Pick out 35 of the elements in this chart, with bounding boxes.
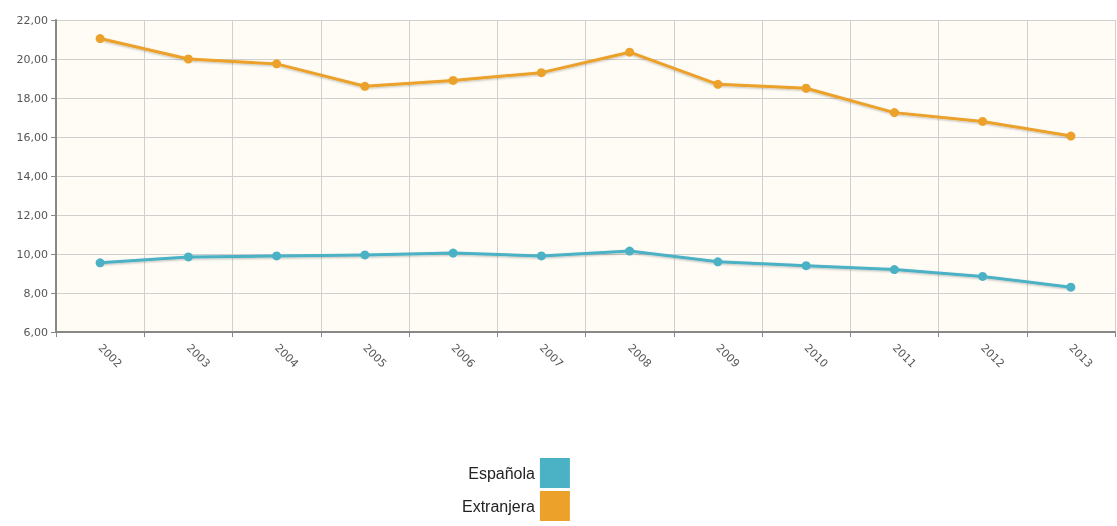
legend-label: Española [468, 464, 536, 482]
point [272, 251, 282, 261]
point [536, 68, 546, 78]
y-tick-label: 10,00 [16, 247, 48, 261]
y-tick-label: 22,00 [16, 13, 48, 27]
point [978, 271, 988, 281]
legend-label: Extranjera [462, 497, 536, 515]
point [536, 251, 546, 261]
y-tick-label: 8,00 [23, 286, 48, 300]
point [978, 116, 988, 126]
y-tick-label: 18,00 [16, 91, 48, 105]
point [360, 250, 370, 260]
point [183, 252, 193, 262]
point [360, 81, 370, 91]
y-tick-label: 20,00 [16, 52, 48, 66]
point [801, 261, 811, 271]
point [889, 265, 899, 275]
point [95, 34, 105, 44]
point [183, 54, 193, 64]
y-tick-label: 12,00 [16, 208, 48, 222]
point [448, 248, 458, 258]
point [1066, 131, 1076, 141]
point [801, 83, 811, 93]
y-tick-label: 6,00 [23, 325, 48, 339]
point [272, 59, 282, 69]
point [713, 79, 723, 89]
point [95, 258, 105, 268]
y-tick-label: 14,00 [16, 169, 48, 183]
point [889, 108, 899, 118]
point [448, 75, 458, 85]
point [625, 47, 635, 57]
point [1066, 282, 1076, 292]
point [713, 257, 723, 267]
y-tick-label: 16,00 [16, 130, 48, 144]
point [625, 246, 635, 256]
